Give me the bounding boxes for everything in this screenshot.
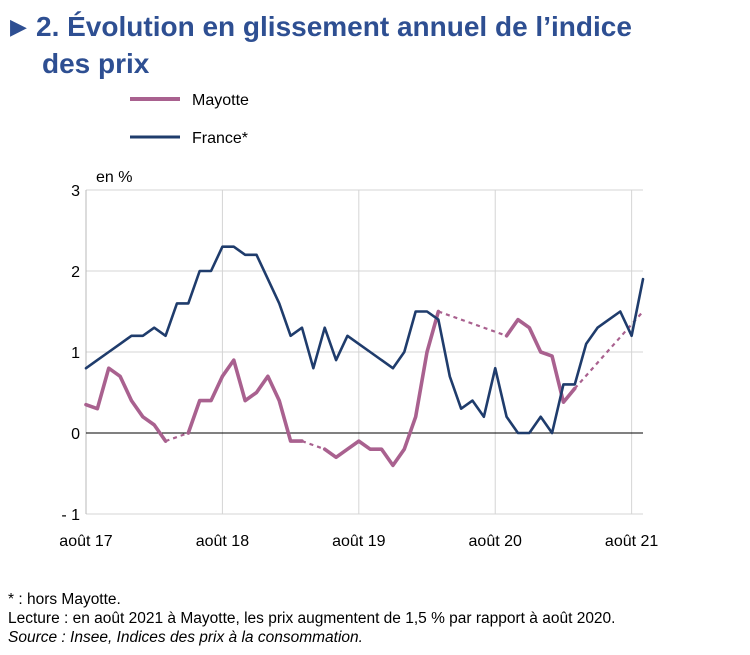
series-line-mayotte [84,366,168,443]
footnotes: * : hors Mayotte. Lecture : en août 2021… [8,590,615,647]
x-tick-label: août 19 [332,533,385,550]
y-tick-label: 2 [71,264,80,281]
chart-series [84,245,645,468]
triangle-marker-icon: ▶ [10,14,27,39]
y-tick-label: - 1 [61,507,80,524]
series-gap-dashed-0 [301,440,326,451]
chart-title: ▶ 2. Évolution en glissement annuel de l’… [10,8,740,82]
title-line-1: 2. Évolution en glissement annuel de l’i… [36,11,632,42]
y-tick-label: 3 [71,183,80,200]
series-line-mayotte [504,317,577,405]
x-tick-label: août 20 [469,533,522,550]
x-tick-label: août 17 [59,533,112,550]
series-line-mayotte [322,309,441,468]
legend: Mayotte France* [130,92,249,147]
y-tick-label: 1 [71,345,80,362]
x-tick-label: août 21 [605,533,658,550]
chart-grid [85,189,643,515]
y-tick-label: 0 [71,426,80,443]
series-gap-dashed-0 [165,431,189,443]
series-line-mayotte [186,358,304,443]
chart-axes [85,190,643,514]
title-line-2: des prix [42,48,150,79]
footnote-star: * : hors Mayotte. [8,591,121,608]
series-gap-dashed-0 [438,310,507,337]
footnote-reading: Lecture : en août 2021 à Mayotte, les pr… [8,610,616,627]
x-tick-label: août 18 [196,533,249,550]
series-line-france [84,245,645,435]
legend-label: France* [192,130,248,147]
x-tick-labels: août 17 août 18 août 19 août 20 août 21 [59,533,658,550]
y-tick-labels: 3 2 1 0 - 1 [61,183,80,524]
y-axis-label: en % [96,169,132,186]
legend-label: Mayotte [192,92,249,109]
footnote-source: Source : Insee, Indices des prix à la co… [8,629,363,646]
series-gap-dashed-0 [573,310,644,390]
